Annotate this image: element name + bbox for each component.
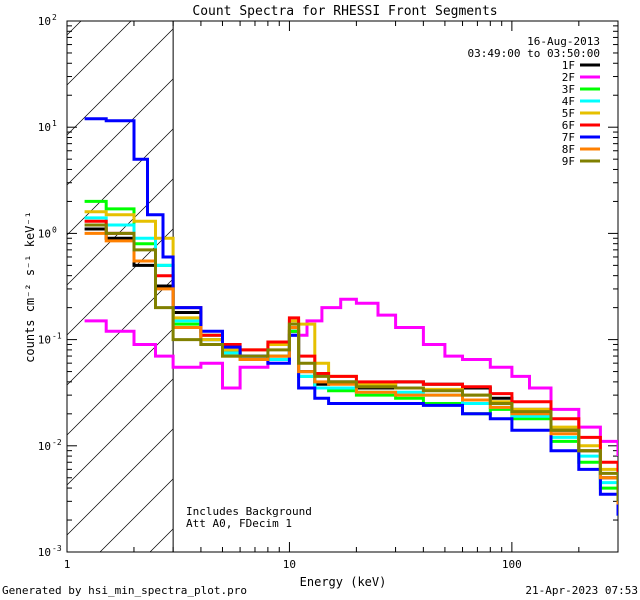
legend-label: 4F xyxy=(562,95,575,108)
x-tick-labels: 1 10 100 xyxy=(64,558,522,571)
series-7F xyxy=(84,117,618,516)
hatch-line xyxy=(67,228,174,336)
chart-title: Count Spectra for RHESSI Front Segments xyxy=(192,4,497,19)
y-tick-label: 10 xyxy=(38,440,51,453)
x-tick-label: 10 xyxy=(283,558,296,571)
legend-label: 1F xyxy=(562,59,575,72)
y-tick-exponent: 2 xyxy=(52,13,57,22)
y-tick-exponent: -2 xyxy=(52,438,62,447)
y-tick-exponent: -3 xyxy=(52,544,62,553)
y-tick-exponent: 0 xyxy=(52,225,57,234)
y-tick-exponent: -1 xyxy=(52,332,62,341)
time-range-label: 03:49:00 to 03:50:00 xyxy=(468,47,600,60)
series-2F xyxy=(84,297,618,457)
y-tick-label: 10 xyxy=(38,15,51,28)
legend-label: 9F xyxy=(562,155,575,168)
legend-label: 8F xyxy=(562,143,575,156)
hatch-line xyxy=(67,428,174,536)
hatch-line xyxy=(67,378,174,486)
legend-label: 2F xyxy=(562,71,575,84)
y-tick-exponent: 1 xyxy=(52,119,57,128)
y-tick-label: 10 xyxy=(38,227,51,240)
legend-label: 5F xyxy=(562,107,575,120)
plot-area xyxy=(66,20,619,553)
x-tick-label: 100 xyxy=(502,558,522,571)
x-tick-label: 1 xyxy=(64,558,71,571)
date-label: 16-Aug-2013 xyxy=(527,35,600,48)
series-5F xyxy=(84,210,618,502)
legend-label: 3F xyxy=(562,83,575,96)
footer-generated-by: Generated by hsi_min_spectra_plot.pro xyxy=(2,584,247,597)
series-9F xyxy=(84,223,618,502)
x-axis-label: Energy (keV) xyxy=(300,575,387,589)
series-group xyxy=(84,117,618,516)
hatch-line xyxy=(67,28,174,136)
y-tick-label: 10 xyxy=(38,546,51,559)
annotation-attenuator: Att A0, FDecim 1 xyxy=(186,517,292,530)
y-tick-label: 10 xyxy=(38,121,51,134)
y-tick-label: 10 xyxy=(38,334,51,347)
hatch-line xyxy=(67,78,174,186)
annotation-background: Includes Background xyxy=(186,505,312,518)
y-axis-label: counts cm⁻² s⁻¹ keV⁻¹ xyxy=(23,211,37,363)
footer-timestamp: 21-Apr-2023 07:53 xyxy=(525,584,638,597)
legend-label: 6F xyxy=(562,119,575,132)
legend-label: 7F xyxy=(562,131,575,144)
